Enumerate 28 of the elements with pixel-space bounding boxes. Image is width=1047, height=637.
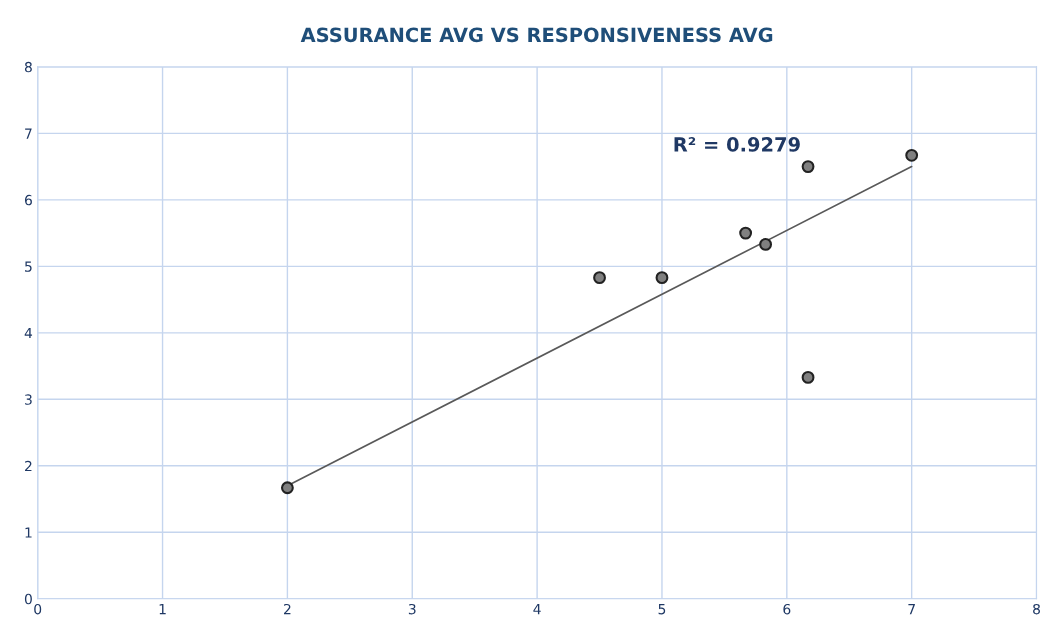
x-tick-label: 7 (908, 604, 915, 615)
x-tick-label: 8 (1033, 603, 1040, 615)
y-tick-label: 7 (25, 128, 32, 139)
y-tick-label: 5 (25, 261, 32, 272)
y-tick-label: 0 (24, 593, 32, 605)
point (655, 271, 669, 285)
chart-title: ASSURANCE AVG VS RESPONSIVENESS AVG (300, 27, 773, 43)
x-tick-label: 5 (658, 604, 666, 615)
point (801, 370, 815, 384)
y-tick-label: 1 (25, 527, 32, 538)
x-tick-label: 6 (783, 603, 791, 615)
y-tick-label: 3 (25, 394, 32, 405)
x-tick-label: 2 (284, 603, 291, 615)
point (739, 226, 753, 240)
y-tick-label: 6 (24, 194, 32, 206)
annotation: R² = 0.9279 (674, 137, 800, 152)
point (280, 481, 294, 495)
x-tick-label: 1 (159, 604, 166, 615)
y-tick-label: 4 (24, 327, 33, 339)
x-tick-label: 4 (533, 604, 541, 615)
x-tick-label: 0 (34, 603, 42, 615)
point (801, 160, 815, 174)
y-tick-label: 2 (25, 460, 32, 472)
x-tick-label: 3 (408, 603, 416, 615)
point (905, 148, 919, 162)
point (759, 237, 773, 251)
point (593, 271, 606, 285)
y-tick-label: 8 (24, 61, 32, 73)
